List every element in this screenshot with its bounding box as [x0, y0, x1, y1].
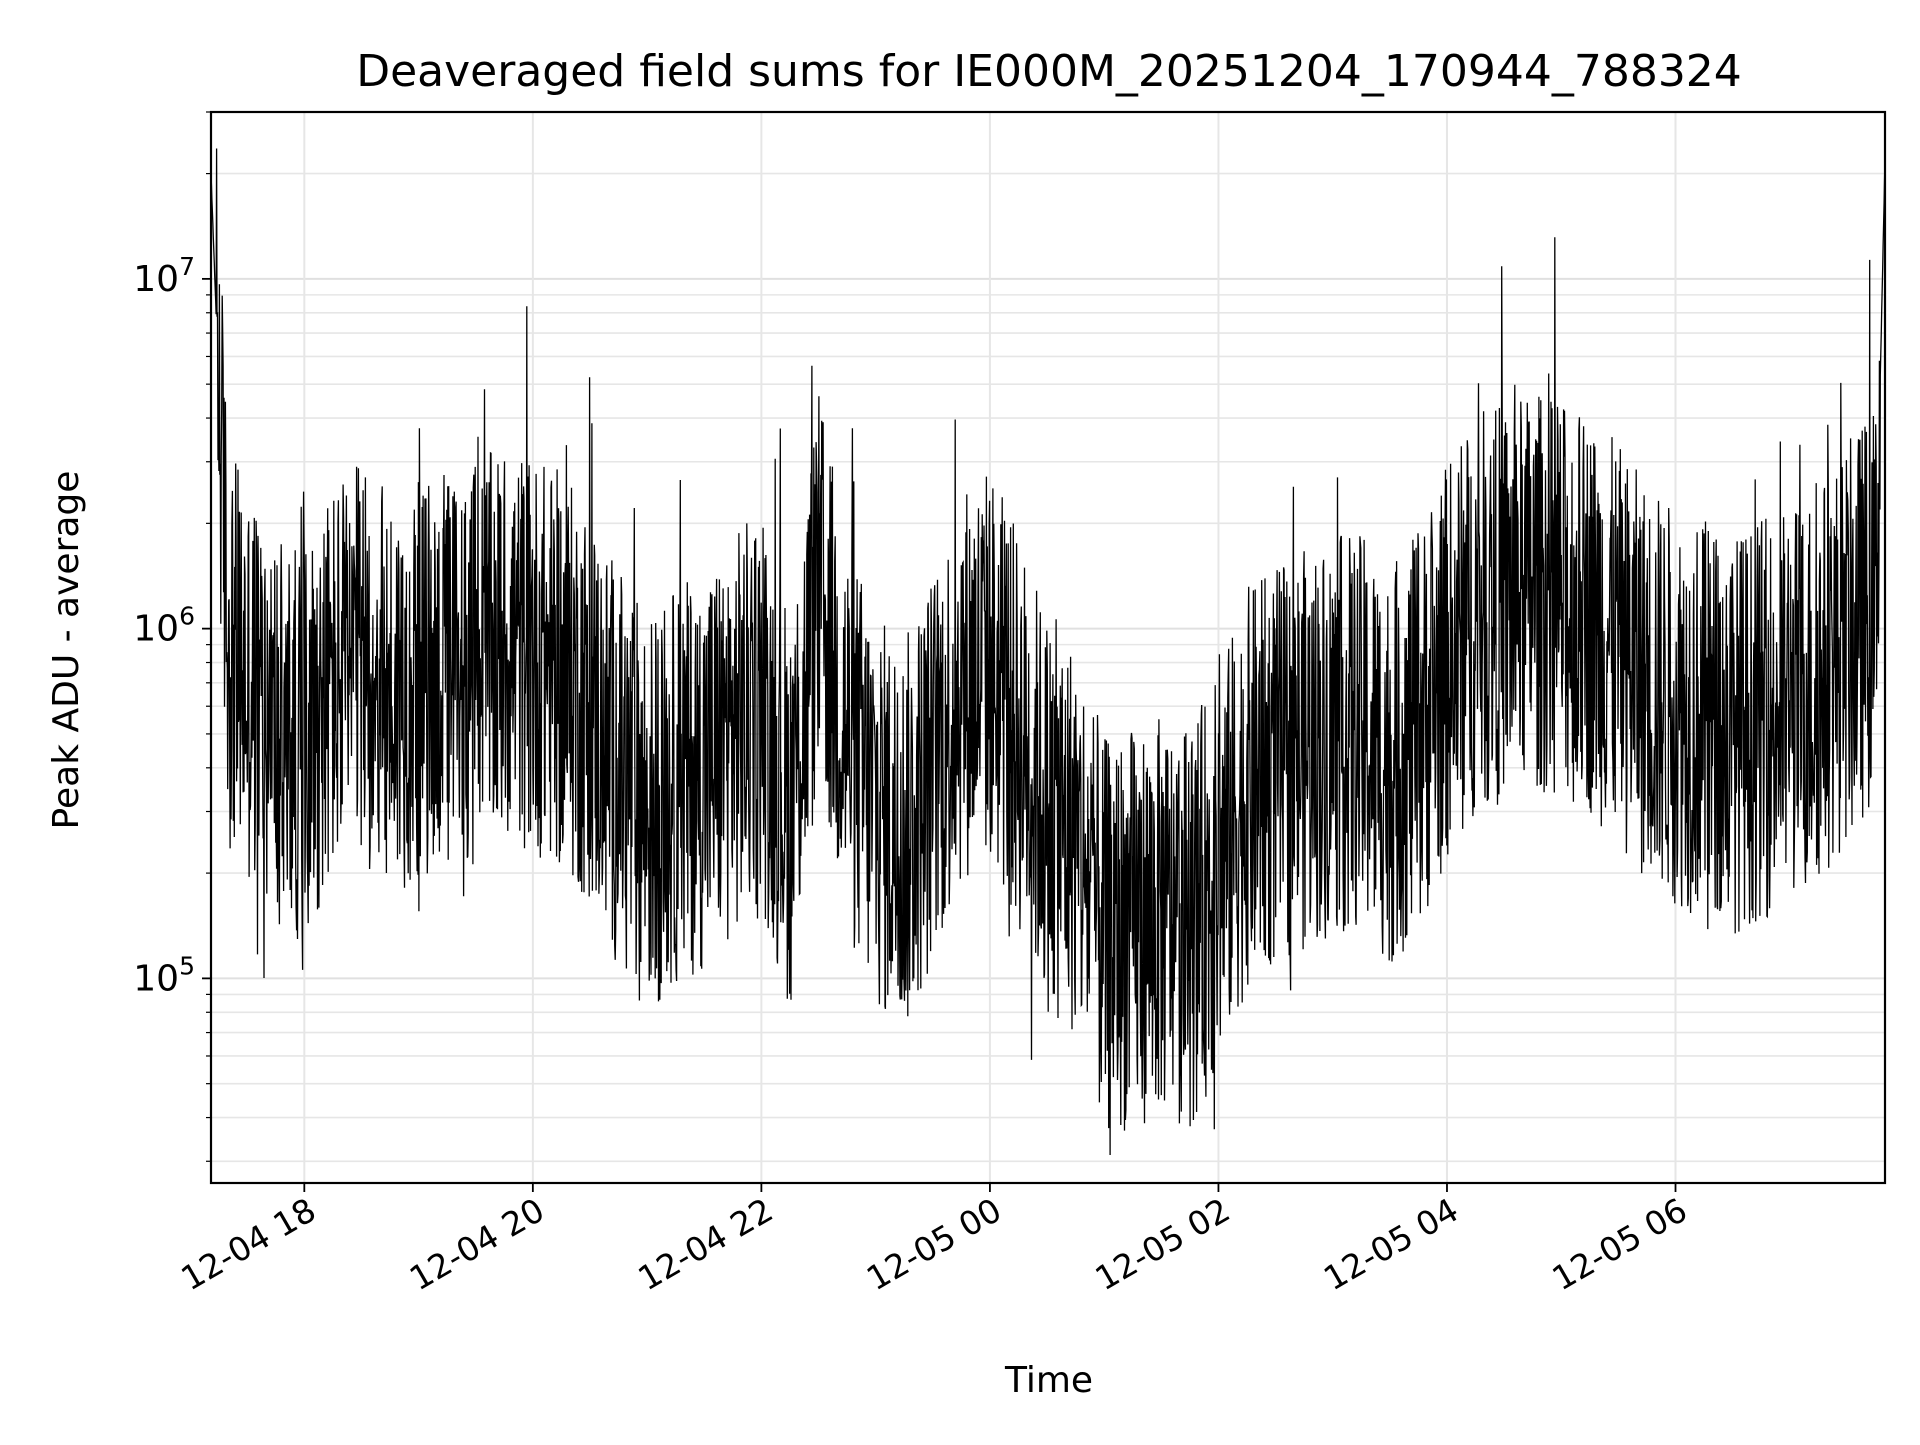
y-tick-label: 107 [133, 252, 195, 300]
x-axis-label: Time [1004, 1360, 1093, 1401]
y-axis-label: Peak ADU - average [46, 471, 87, 830]
y-tick-label: 105 [133, 951, 195, 999]
y-tick-label: 106 [133, 602, 195, 650]
chart-title: Deaveraged field sums for IE000M_2025120… [356, 46, 1742, 97]
series-line [210, 148, 1886, 1156]
y-axis-ticks: 105 106 107 [133, 111, 211, 1162]
plot-frame [209, 110, 1887, 1185]
